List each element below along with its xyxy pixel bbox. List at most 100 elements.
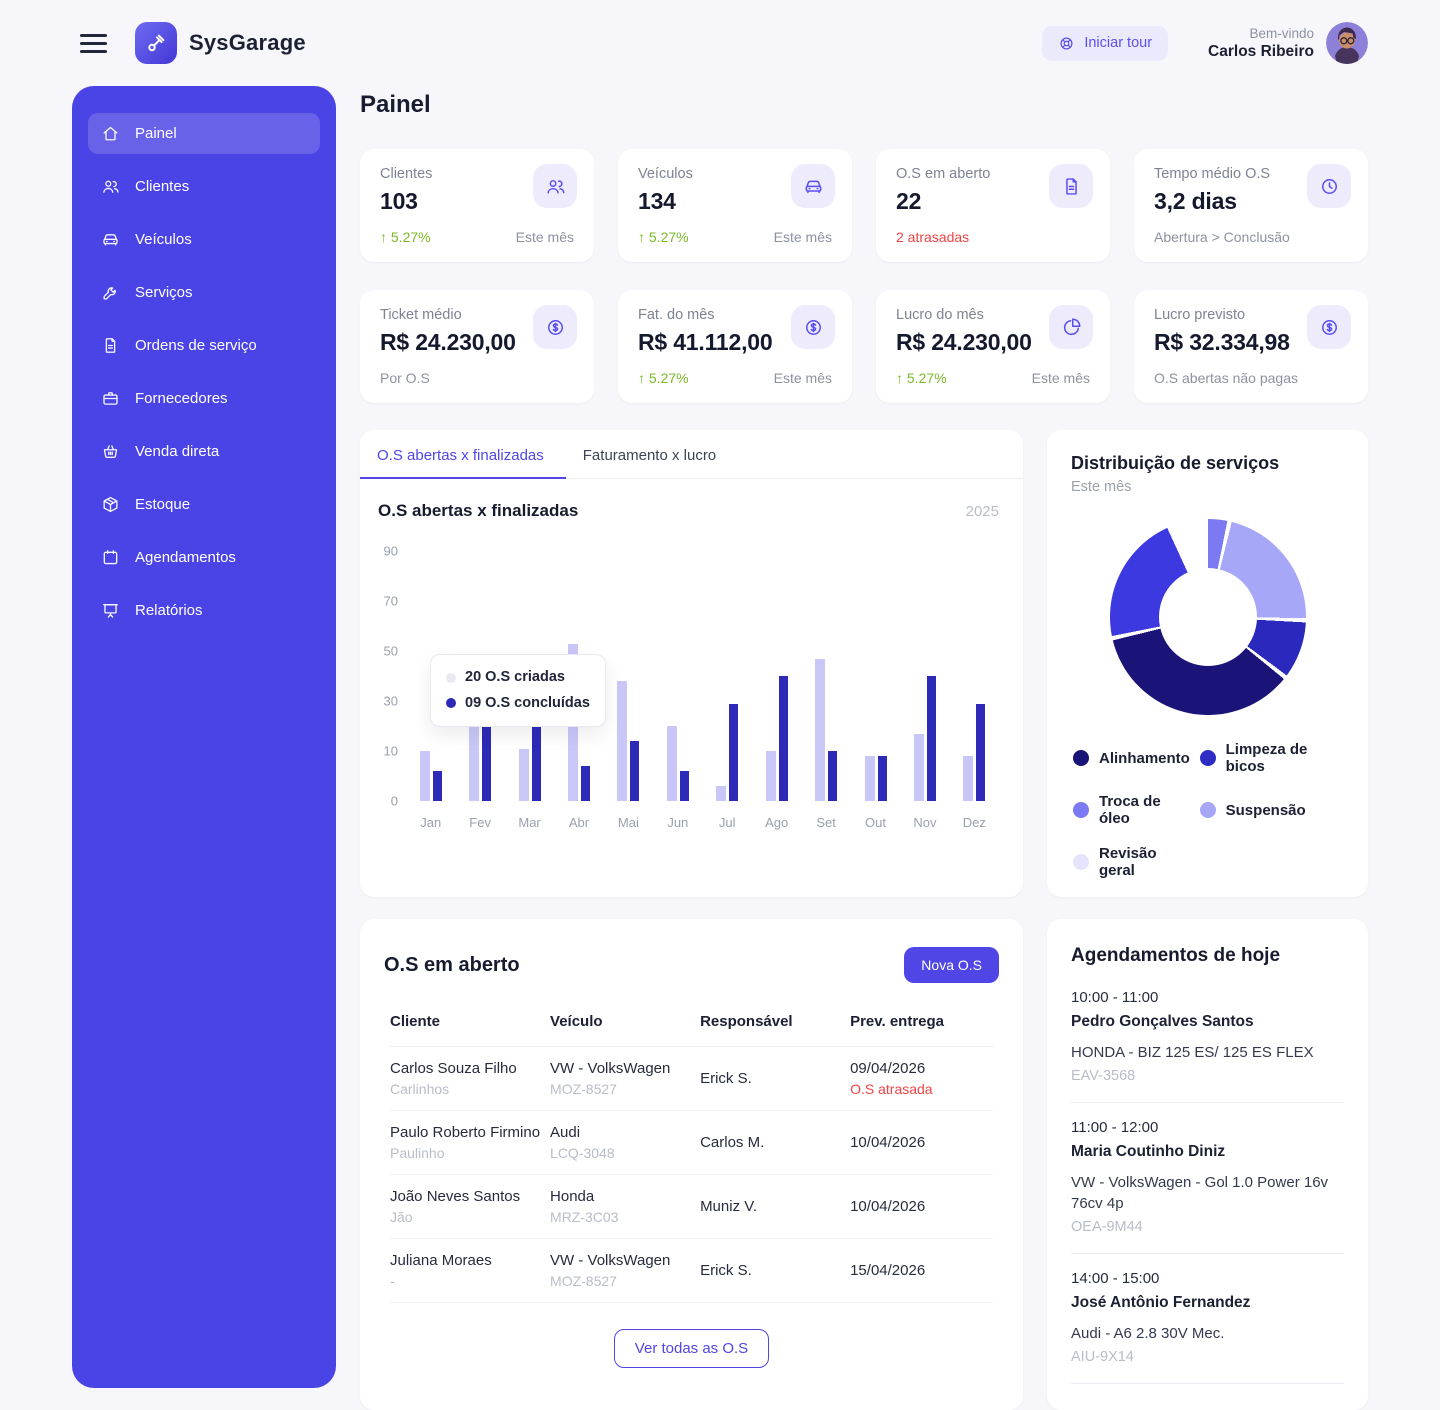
vehicle-plate: MRZ-3C03 — [550, 1209, 619, 1225]
client-nickname: Carlinhos — [390, 1081, 450, 1097]
y-tick-label: 70 — [383, 593, 398, 609]
bar-group-jan[interactable] — [406, 551, 455, 801]
appointment-vehicle: VW - VolksWagen - Gol 1.0 Power 16v 76cv… — [1071, 1174, 1329, 1212]
lifebuoy-icon — [1060, 37, 1073, 49]
donut-chart[interactable] — [1109, 519, 1306, 715]
legend-dot — [1199, 802, 1216, 818]
sidebar-item-clientes[interactable]: Clientes — [88, 166, 320, 207]
bar-group-jul[interactable] — [703, 551, 752, 801]
order-row[interactable]: Paulo Roberto Firmino Paulinho Audi LCQ-304… — [390, 1111, 993, 1175]
sidebar-item-label: Veículos — [135, 231, 192, 248]
bar-group-out[interactable] — [851, 551, 900, 801]
x-tick-label: Jul — [718, 815, 736, 830]
order-row[interactable]: Carlos Souza Filho Carlinhos VW - VolksWag… — [390, 1047, 993, 1111]
stat-card-tempo-medio-os: Tempo médio O.S 3,2 dias Abertura > Conclu… — [1134, 149, 1368, 262]
client-name: Paulo Roberto Firmino — [390, 1124, 541, 1141]
sidebar-item-estoque[interactable]: Estoque — [88, 484, 320, 525]
appointment-vehicle: HONDA - BIZ 125 ES/ 125 ES FLEX — [1071, 1044, 1314, 1061]
bar-abr-concluidas — [580, 766, 590, 801]
y-axis: 90 70 50 30 10 0 — [374, 544, 406, 809]
client-nickname: - — [390, 1273, 395, 1289]
bar-group-jun[interactable] — [653, 551, 702, 801]
basket-icon — [101, 442, 120, 461]
appointments-list: 10:00 - 11:00 Pedro Gonçalves Santos HONDA… — [1071, 973, 1344, 1384]
bar-group-mai[interactable] — [604, 551, 653, 801]
legend-item-troca-de-oleo: Troca de óleo — [1073, 793, 1194, 827]
start-tour-button[interactable]: Iniciar tour — [1042, 25, 1169, 61]
vehicle-plate: MOZ-8527 — [550, 1273, 617, 1289]
main-content: Painel Clientes 103 ↑ 5.27% Este mês Veículo… — [360, 86, 1368, 1410]
x-tick-label: Mar — [518, 815, 541, 830]
sidebar-item-label: Estoque — [135, 496, 191, 513]
file-icon — [1049, 164, 1093, 208]
appointment-client: José Antônio Fernandez — [1071, 1294, 1251, 1311]
tab-faturamento-lucro[interactable]: Faturamento x lucro — [566, 430, 738, 479]
sidebar-item-label: Ordens de serviço — [135, 337, 257, 354]
user-avatar[interactable] — [1326, 22, 1368, 64]
bar-group-mar[interactable] — [505, 551, 554, 801]
bar-dez-criadas — [963, 756, 974, 801]
box-icon — [101, 495, 120, 514]
client-name: Carlos Souza Filho — [390, 1060, 517, 1077]
y-tick-label: 10 — [383, 743, 398, 759]
bar-nov-criadas — [913, 733, 924, 801]
client-name: Juliana Moraes — [390, 1252, 492, 1269]
x-tick-label: Mai — [617, 815, 639, 830]
sidebar-item-label: Clientes — [135, 178, 190, 195]
stat-label: Clientes — [380, 166, 433, 182]
bar-group-nov[interactable] — [900, 551, 949, 801]
bar-group-ago[interactable] — [752, 551, 801, 801]
bar-group-fev[interactable] — [455, 551, 504, 801]
legend-label: Limpeza de bicos — [1225, 741, 1308, 775]
tab-os-abertas-finalizadas[interactable]: O.S abertas x finalizadas — [360, 430, 566, 479]
bar-group-dez[interactable] — [950, 551, 999, 801]
sidebar-nav: Painel Clientes Veículos Serviços Ordens de … — [88, 113, 320, 631]
sidebar-item-painel[interactable]: Painel — [88, 113, 320, 154]
dollar-icon — [533, 305, 577, 349]
users-icon — [533, 164, 577, 208]
bar-group-set[interactable] — [801, 551, 850, 801]
sidebar-item-relatorios[interactable]: Relatórios — [88, 590, 320, 631]
legend-dot — [446, 698, 456, 709]
bar-jun-criadas — [666, 726, 677, 801]
due-date: 10/04/2026 — [850, 1134, 926, 1151]
new-order-button[interactable]: Nova O.S — [904, 947, 999, 983]
stat-card-lucro-previsto: Lucro previsto R$ 32.334,98 O.S abertas nã… — [1134, 290, 1368, 403]
stat-label: Ticket médio — [380, 307, 462, 323]
bar-chart-card: O.S abertas x finalizadas Faturamento x l… — [360, 430, 1023, 897]
legend-dot — [1199, 750, 1216, 766]
bar-out-criadas — [864, 756, 875, 801]
x-tick-label: Out — [865, 815, 886, 830]
order-row[interactable]: João Neves Santos Jão Honda MRZ-3C03 Muniz V… — [390, 1175, 993, 1239]
legend-item-alinhamento: Alinhamento — [1073, 741, 1194, 775]
sidebar-item-fornecedores[interactable]: Fornecedores — [88, 378, 320, 419]
view-all-orders-button[interactable]: Ver todas as O.S — [613, 1329, 770, 1368]
top-header: SysGarage Iniciar tour Bem-vindo Carlos … — [0, 0, 1440, 86]
car-icon — [791, 164, 835, 208]
sidebar-item-servicos[interactable]: Serviços — [88, 272, 320, 313]
pie-icon — [1049, 305, 1093, 349]
order-row[interactable]: Juliana Moraes - VW - VolksWagen MOZ-8527 Er… — [390, 1239, 993, 1303]
donut-hole — [1158, 568, 1257, 666]
sidebar-item-veiculos[interactable]: Veículos — [88, 219, 320, 260]
bar-jul-criadas — [716, 786, 727, 801]
stat-value: 134 — [638, 188, 676, 214]
sidebar-item-label: Relatórios — [135, 602, 203, 619]
user-menu[interactable]: Bem-vindo Carlos Ribeiro — [1208, 22, 1368, 64]
file-icon — [101, 336, 120, 355]
stat-footnote: ↑ 5.27% — [638, 370, 689, 386]
overdue-badge: O.S atrasada — [850, 1081, 933, 1097]
col-veiculo: Veículo — [550, 1013, 603, 1030]
open-orders-card: O.S em aberto Nova O.S Cliente Veículo R… — [360, 919, 1023, 1410]
sidebar-item-ordens-de-servico[interactable]: Ordens de serviço — [88, 325, 320, 366]
legend-item-suspensao: Suspensão — [1199, 793, 1342, 827]
chart-tabs: O.S abertas x finalizadas Faturamento x l… — [360, 430, 1023, 479]
menu-toggle-button[interactable] — [76, 30, 111, 57]
home-icon — [101, 124, 120, 143]
bar-dez-concluidas — [976, 703, 986, 801]
appointment-time: 11:00 - 12:00 — [1071, 1119, 1159, 1136]
briefcase-icon — [101, 389, 120, 408]
sidebar-item-venda-direta[interactable]: Venda direta — [88, 431, 320, 472]
sidebar-item-agendamentos[interactable]: Agendamentos — [88, 537, 320, 578]
vehicle-plate: MOZ-8527 — [550, 1081, 617, 1097]
